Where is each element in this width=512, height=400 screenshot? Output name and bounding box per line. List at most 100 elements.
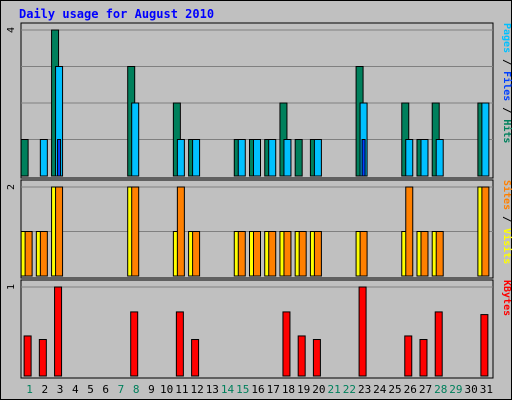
bar-sites-day-20 xyxy=(313,231,322,277)
x-tick-label-day-17: 17 xyxy=(267,383,280,396)
bar-kbytes-day-28 xyxy=(434,311,443,377)
x-tick-label-day-23: 23 xyxy=(358,383,371,396)
panel-top-ymax-label: 4 xyxy=(6,27,17,33)
panel-middle: 2 Sites / Visits xyxy=(6,179,512,279)
x-tick-label-day-25: 25 xyxy=(388,383,401,396)
bar-files-day-16 xyxy=(253,139,261,177)
x-tick-label-day-14: 14 xyxy=(221,383,235,396)
x-tick-label-day-8: 8 xyxy=(133,383,140,396)
x-tick-label-day-22: 22 xyxy=(343,383,356,396)
x-tick-label-day-18: 18 xyxy=(282,383,295,396)
bar-files-day-26 xyxy=(405,139,414,177)
bar-sites-day-17 xyxy=(268,231,277,277)
x-tick-label-day-1: 1 xyxy=(26,383,33,396)
bar-sites-day-28 xyxy=(435,231,444,277)
bar-sites-day-15 xyxy=(237,231,246,277)
legend-item-top-2: Files xyxy=(501,71,512,101)
x-tick-label-day-26: 26 xyxy=(404,383,417,396)
x-tick-label-day-27: 27 xyxy=(419,383,432,396)
bar-kbytes-day-20 xyxy=(312,339,321,377)
x-tick-label-day-6: 6 xyxy=(102,383,109,396)
x-tick-label-day-30: 30 xyxy=(465,383,478,396)
bar-sites-day-19 xyxy=(298,231,307,277)
bar-kbytes-day-26 xyxy=(404,335,413,377)
bar-sites-day-2 xyxy=(39,231,48,277)
bar-kbytes-day-19 xyxy=(297,335,306,377)
bar-sites-day-31 xyxy=(481,186,490,277)
x-tick-label-day-7: 7 xyxy=(118,383,125,396)
bar-files-day-2 xyxy=(39,139,48,177)
panel-bottom-area xyxy=(20,279,494,379)
chart-title: Daily usage for August 2010 xyxy=(19,7,214,21)
bar-files-day-31 xyxy=(481,102,490,177)
bar-sites-day-12 xyxy=(192,231,201,277)
bar-files-day-18 xyxy=(283,139,292,177)
bar-pages-day-23 xyxy=(361,139,366,177)
bar-hits-day-1 xyxy=(20,139,29,177)
panel-bottom: 1 KBytes xyxy=(6,279,512,379)
x-tick-label-day-16: 16 xyxy=(251,383,264,396)
x-tick-label-day-13: 13 xyxy=(206,383,219,396)
panel-top-legend: Pages / Files / Hits xyxy=(501,23,512,143)
bar-sites-day-26 xyxy=(405,186,414,277)
legend-item-top-3: / xyxy=(501,101,512,119)
x-tick-label-day-21: 21 xyxy=(328,383,341,396)
panel-middle-legend: Sites / Visits xyxy=(501,180,512,264)
bar-kbytes-day-18 xyxy=(282,311,291,377)
panel-top: 4 Pages / Files / Hits xyxy=(6,22,512,179)
bar-sites-day-18 xyxy=(283,231,292,277)
panel-bottom-legend: KBytes xyxy=(501,280,512,316)
bar-kbytes-day-31 xyxy=(480,314,489,377)
bar-sites-day-3 xyxy=(55,186,64,277)
bar-kbytes-day-2 xyxy=(38,339,47,377)
x-tick-label-day-19: 19 xyxy=(297,383,310,396)
legend-item-middle-0: Sites xyxy=(501,180,512,210)
legend-item-bottom-0: KBytes xyxy=(501,280,512,316)
bar-kbytes-day-12 xyxy=(191,339,200,377)
x-tick-label-day-11: 11 xyxy=(175,383,188,396)
bar-files-day-28 xyxy=(435,139,444,177)
x-tick-label-day-24: 24 xyxy=(373,383,387,396)
x-tick-label-day-4: 4 xyxy=(72,383,79,396)
bar-kbytes-day-3 xyxy=(54,286,63,377)
x-tick-label-day-3: 3 xyxy=(57,383,64,396)
x-tick-label-day-12: 12 xyxy=(190,383,203,396)
x-tick-label-day-9: 9 xyxy=(148,383,155,396)
bar-kbytes-day-27 xyxy=(419,339,428,377)
panel-bottom-ymax-label: 1 xyxy=(6,284,17,290)
bar-kbytes-day-1 xyxy=(23,335,32,377)
x-tick-label-day-5: 5 xyxy=(87,383,94,396)
bar-sites-day-8 xyxy=(131,186,140,277)
bar-files-day-11 xyxy=(176,139,185,177)
bar-sites-day-11 xyxy=(176,186,185,277)
bar-kbytes-day-11 xyxy=(175,311,184,377)
legend-item-middle-2: Visits xyxy=(501,228,512,264)
legend-item-middle-1: / xyxy=(501,210,512,228)
legend-item-top-0: Pages xyxy=(501,23,512,53)
bar-sites-day-27 xyxy=(420,231,429,277)
bar-kbytes-day-8 xyxy=(130,311,139,377)
bar-files-day-15 xyxy=(237,139,246,177)
x-tick-label-day-15: 15 xyxy=(236,383,249,396)
bar-files-day-8 xyxy=(131,102,140,177)
x-tick-label-day-20: 20 xyxy=(312,383,325,396)
x-tick-label-day-10: 10 xyxy=(160,383,173,396)
bar-sites-day-23 xyxy=(359,231,368,277)
bar-files-day-27 xyxy=(420,139,429,177)
bar-pages-day-3 xyxy=(57,139,62,177)
bar-files-day-12 xyxy=(192,139,201,177)
x-tick-label-day-29: 29 xyxy=(449,383,462,396)
bar-sites-day-16 xyxy=(253,231,261,277)
x-tick-label-day-31: 31 xyxy=(480,383,493,396)
bar-kbytes-day-23 xyxy=(358,286,367,377)
x-tick-label-day-2: 2 xyxy=(42,383,49,396)
legend-item-top-1: / xyxy=(501,53,512,71)
bar-hits-day-19 xyxy=(294,139,303,177)
bar-files-day-20 xyxy=(313,139,322,177)
bar-sites-day-1 xyxy=(24,231,33,277)
legend-item-top-4: Hits xyxy=(501,119,512,143)
bar-files-day-17 xyxy=(268,139,277,177)
panel-middle-ymax-label: 2 xyxy=(6,184,17,190)
x-tick-label-day-28: 28 xyxy=(434,383,447,396)
